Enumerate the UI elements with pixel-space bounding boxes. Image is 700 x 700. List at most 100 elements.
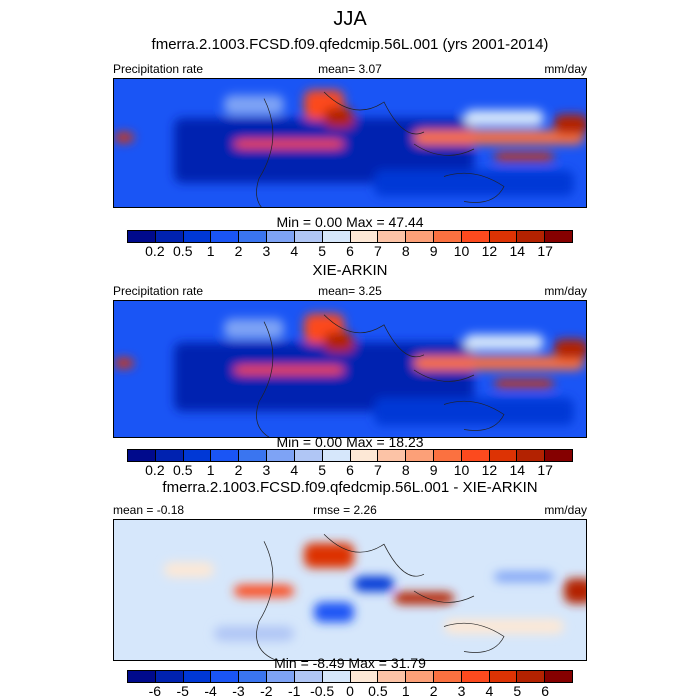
precip-region	[224, 95, 284, 115]
colorbar-box	[128, 671, 156, 682]
precip-region	[374, 397, 574, 426]
precip-region	[304, 543, 354, 568]
precip-region	[224, 318, 284, 339]
colorbar-tick-label: -5	[176, 683, 189, 699]
colorbar-box	[350, 450, 379, 461]
colorbar-box	[211, 450, 240, 461]
colorbar-tick-label: -4	[204, 683, 217, 699]
colorbar-tick-label: 1	[206, 243, 215, 259]
panel-title: XIE-ARKIN	[312, 262, 388, 279]
colorbar-box	[489, 671, 518, 682]
precip-region	[414, 356, 584, 371]
precip-region	[464, 110, 544, 126]
coastline	[256, 533, 505, 660]
colorbar-box	[267, 450, 295, 461]
colorbar-tick-label: 3	[262, 243, 271, 259]
colorbar-tick-label: 6	[346, 462, 354, 478]
min-max-label: Min = 0.00 Max = 18.23	[276, 434, 424, 450]
panel-left-label: Precipitation rate	[113, 62, 204, 76]
colorbar-box	[517, 450, 546, 461]
colorbar-tick-label: 10	[453, 243, 470, 259]
colorbar-box	[155, 450, 184, 461]
colorbar-box	[322, 450, 351, 461]
colorbar-box	[294, 671, 323, 682]
colorbar-tick-label: 2	[429, 683, 438, 699]
colorbar-box	[128, 231, 156, 242]
colorbar-box	[461, 450, 490, 461]
colorbar-box	[183, 450, 212, 461]
colorbar-tick-label: 4	[485, 683, 494, 699]
colorbar-tick-label: 10	[453, 462, 470, 478]
colorbar-tick-label: 9	[429, 462, 438, 478]
panel-units: mm/day	[544, 503, 587, 517]
precip-region	[494, 571, 554, 582]
colorbar-box	[267, 671, 295, 682]
colorbar-tick-label: 1	[401, 683, 410, 699]
colorbar-box	[406, 671, 434, 682]
colorbar-box	[433, 671, 462, 682]
colorbar-box	[406, 231, 434, 242]
colorbar-tick-label: 14	[509, 243, 526, 259]
colorbar-box	[239, 450, 268, 461]
colorbar-box	[350, 231, 379, 242]
colorbar	[127, 230, 573, 243]
colorbar-tick-label: 4	[290, 243, 299, 259]
precip-region	[114, 358, 134, 369]
panel-center-label: mean= 3.25	[318, 284, 382, 298]
colorbar	[127, 670, 573, 683]
precip-region	[374, 170, 574, 196]
precip-region	[234, 140, 344, 148]
panel-center-label: rmse = 2.26	[313, 503, 377, 517]
precip-region	[314, 602, 354, 623]
colorbar	[127, 449, 573, 462]
coastline	[256, 314, 505, 437]
precip-region	[494, 153, 554, 161]
colorbar-tick-label: 7	[373, 243, 382, 259]
colorbar-tick-label: -1	[288, 683, 301, 699]
colorbar-tick-label: 12	[481, 243, 498, 259]
colorbar-box	[350, 671, 379, 682]
colorbar-tick-label: -2	[260, 683, 273, 699]
colorbar-box	[211, 231, 240, 242]
colorbar-tick-label: 5	[513, 683, 522, 699]
colorbar-tick-label: 5	[318, 462, 327, 478]
colorbar-box	[461, 671, 490, 682]
precip-region	[394, 592, 454, 605]
precip-region	[234, 585, 294, 597]
colorbar-box	[461, 231, 490, 242]
precip-region	[214, 626, 294, 642]
panel-title: fmerra.2.1003.FCSD.f09.qfedcmip.56L.001 …	[151, 36, 549, 53]
colorbar-tick-label: 14	[509, 462, 526, 478]
panel-units: mm/day	[544, 284, 587, 298]
panel-left-label: Precipitation rate	[113, 284, 204, 298]
precip-region	[444, 619, 564, 634]
colorbar-tick-label: -3	[232, 683, 245, 699]
colorbar-box	[128, 450, 156, 461]
colorbar-box	[322, 671, 351, 682]
colorbar-tick-label: 6	[346, 243, 354, 259]
colorbar-tick-label: 0	[346, 683, 354, 699]
colorbar-box	[433, 450, 462, 461]
precip-region	[494, 379, 554, 388]
colorbar-box	[239, 231, 268, 242]
colorbar-tick-label: 3	[457, 683, 466, 699]
precip-region	[234, 366, 344, 374]
colorbar-tick-label: 9	[429, 243, 438, 259]
map-panel	[113, 519, 587, 661]
colorbar-box	[545, 450, 572, 461]
colorbar-tick-label: 7	[373, 462, 382, 478]
colorbar-box	[378, 231, 407, 242]
colorbar-tick-label: 8	[401, 243, 410, 259]
precip-region	[324, 332, 354, 353]
map-panel	[113, 78, 587, 208]
colorbar-tick-label: 3	[262, 462, 271, 478]
precip-region	[164, 562, 214, 578]
colorbar-box	[294, 231, 323, 242]
colorbar-tick-label: 17	[537, 243, 553, 259]
colorbar-tick-label: 6	[541, 683, 550, 699]
precip-region	[414, 130, 584, 145]
colorbar-tick-label: 12	[481, 462, 498, 478]
precip-region	[324, 108, 354, 128]
panel-left-label: mean = -0.18	[113, 503, 185, 517]
